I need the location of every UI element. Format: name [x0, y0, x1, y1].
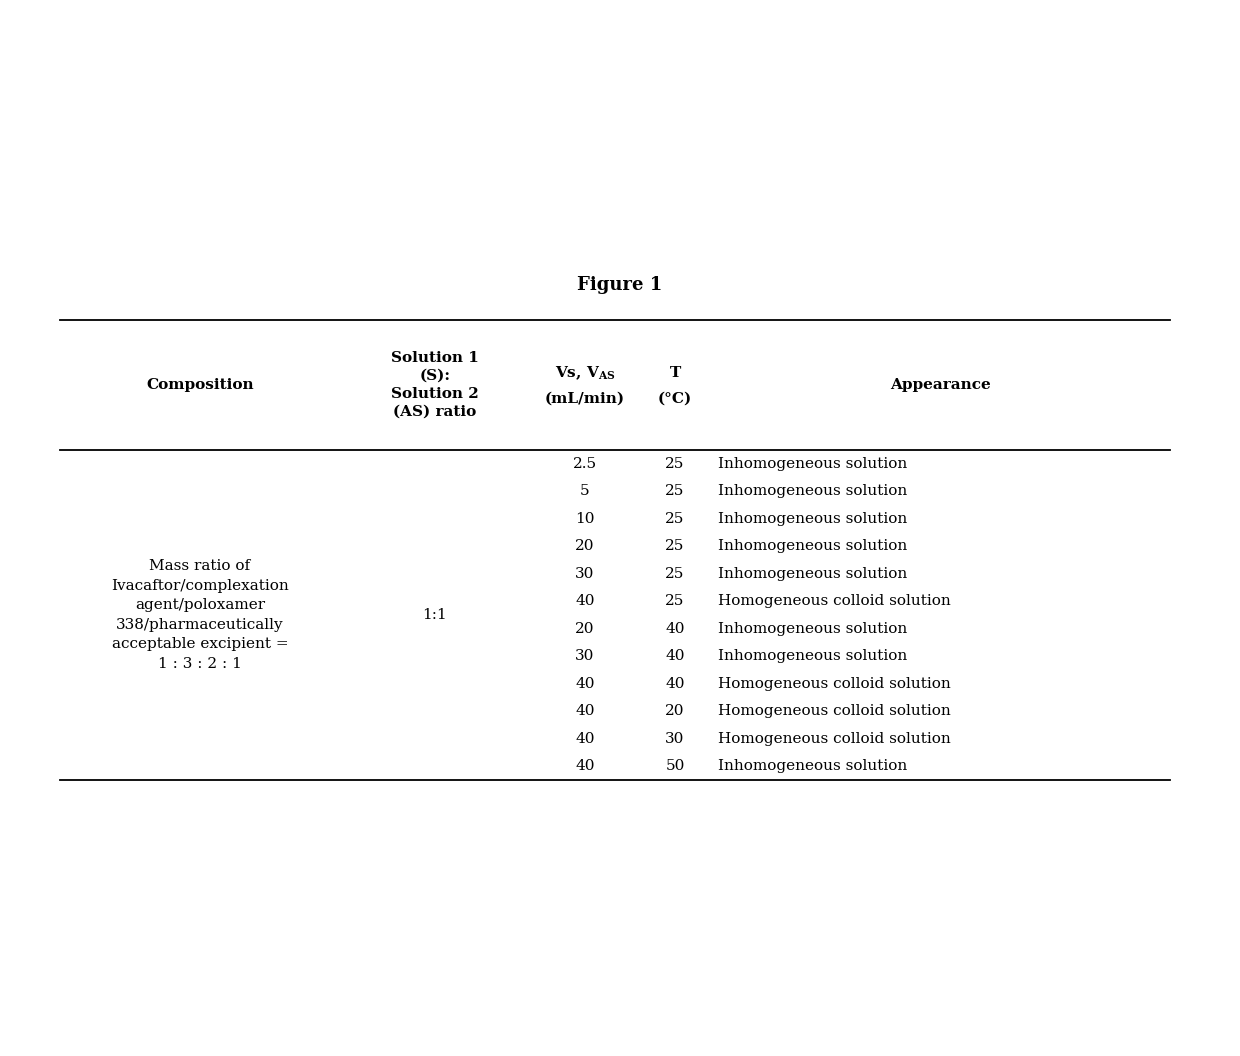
Text: 50: 50: [666, 759, 684, 773]
Text: 30: 30: [575, 567, 595, 581]
Text: Inhomogeneous solution: Inhomogeneous solution: [718, 457, 908, 471]
Text: Inhomogeneous solution: Inhomogeneous solution: [718, 759, 908, 773]
Text: Inhomogeneous solution: Inhomogeneous solution: [718, 512, 908, 526]
Text: Vs, V$_{\mathregular{AS}}$: Vs, V$_{\mathregular{AS}}$: [554, 364, 615, 382]
Text: Mass ratio of
Ivacaftor/complexation
agent/poloxamer
338/pharmaceutically
accept: Mass ratio of Ivacaftor/complexation age…: [112, 560, 289, 671]
Text: 30: 30: [575, 649, 595, 663]
Text: Inhomogeneous solution: Inhomogeneous solution: [718, 485, 908, 498]
Text: 25: 25: [666, 595, 684, 608]
Text: 25: 25: [666, 485, 684, 498]
Text: T: T: [670, 366, 681, 380]
Text: Appearance: Appearance: [889, 378, 991, 392]
Text: Inhomogeneous solution: Inhomogeneous solution: [718, 567, 908, 581]
Text: 40: 40: [575, 704, 595, 718]
Text: Inhomogeneous solution: Inhomogeneous solution: [718, 649, 908, 663]
Text: Figure 1: Figure 1: [578, 276, 662, 294]
Text: Homogeneous colloid solution: Homogeneous colloid solution: [718, 732, 951, 746]
Text: 30: 30: [666, 732, 684, 746]
Text: (mL/min): (mL/min): [544, 392, 625, 406]
Text: 40: 40: [575, 595, 595, 608]
Text: 20: 20: [575, 622, 595, 636]
Text: 25: 25: [666, 512, 684, 526]
Text: 10: 10: [575, 512, 595, 526]
Text: Solution 1
(S):
Solution 2
(AS) ratio: Solution 1 (S): Solution 2 (AS) ratio: [391, 352, 479, 419]
Text: Homogeneous colloid solution: Homogeneous colloid solution: [718, 595, 951, 608]
Text: 25: 25: [666, 540, 684, 553]
Text: 40: 40: [575, 677, 595, 691]
Text: 40: 40: [665, 649, 684, 663]
Text: 5: 5: [580, 485, 590, 498]
Text: Composition: Composition: [146, 378, 254, 392]
Text: Inhomogeneous solution: Inhomogeneous solution: [718, 622, 908, 636]
Text: Inhomogeneous solution: Inhomogeneous solution: [718, 540, 908, 553]
Text: 20: 20: [665, 704, 684, 718]
Text: 2.5: 2.5: [573, 457, 598, 471]
Text: 25: 25: [666, 457, 684, 471]
Text: 20: 20: [575, 540, 595, 553]
Text: Homogeneous colloid solution: Homogeneous colloid solution: [718, 704, 951, 718]
Text: 25: 25: [666, 567, 684, 581]
Text: 40: 40: [665, 622, 684, 636]
Text: 40: 40: [575, 759, 595, 773]
Text: 40: 40: [665, 677, 684, 691]
Text: 1:1: 1:1: [423, 608, 448, 622]
Text: 40: 40: [575, 732, 595, 746]
Text: (°C): (°C): [658, 392, 692, 406]
Text: Homogeneous colloid solution: Homogeneous colloid solution: [718, 677, 951, 691]
